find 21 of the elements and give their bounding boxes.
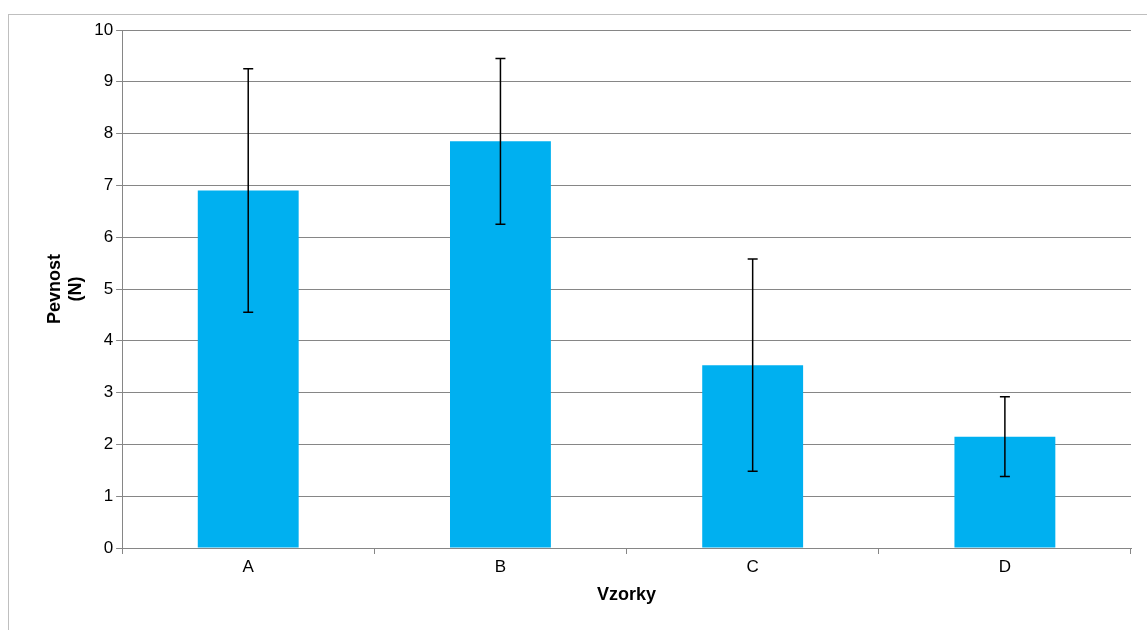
x-tick-label: D <box>998 556 1012 576</box>
y-axis-title: Pevnost (N) <box>43 253 86 325</box>
bar <box>954 436 1056 548</box>
y-tick-label: 2 <box>103 434 114 454</box>
y-tick-label: 5 <box>103 278 114 298</box>
bar <box>450 141 551 548</box>
bar <box>197 190 299 548</box>
x-tick-label: A <box>242 556 255 576</box>
x-tick-label: C <box>746 556 759 576</box>
y-tick-label: 4 <box>103 330 114 350</box>
y-tick-label: 7 <box>103 175 114 195</box>
y-tick-label: 1 <box>103 485 114 505</box>
bar <box>702 365 804 548</box>
y-tick-label: 0 <box>103 537 114 557</box>
y-tick-label: 9 <box>103 71 114 91</box>
y-tick-label: 3 <box>103 382 114 402</box>
y-tick-label: 10 <box>94 19 114 39</box>
x-tick-label: B <box>494 556 507 576</box>
x-axis-title: Vzorky <box>597 584 657 605</box>
y-tick-label: 6 <box>103 226 114 246</box>
y-tick-label: 8 <box>103 123 114 143</box>
